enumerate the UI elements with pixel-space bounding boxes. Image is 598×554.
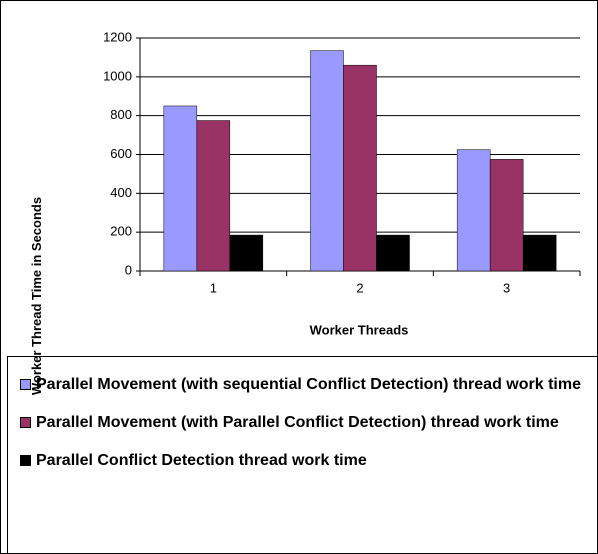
legend-item: Parallel Movement (with Parallel Conflic… [20, 411, 596, 435]
y-tick-label: 400 [110, 185, 132, 200]
bar [456, 149, 491, 272]
legend-label: Parallel Movement (with sequential Confl… [36, 376, 581, 393]
y-tick-label: 0 [125, 262, 132, 277]
y-tick-label: 1000 [103, 68, 132, 83]
legend-swatch [20, 455, 31, 466]
bar [522, 234, 557, 272]
y-tick-label: 800 [110, 107, 132, 122]
legend-label: Parallel Conflict Detection thread work … [36, 452, 367, 469]
legend: Parallel Movement (with sequential Confl… [7, 356, 597, 553]
x-tick-label: 3 [503, 280, 510, 295]
bar [196, 120, 231, 272]
y-tick-label: 600 [110, 146, 132, 161]
legend-swatch [20, 417, 31, 428]
bar [489, 159, 524, 272]
bar [343, 64, 377, 272]
x-axis-label: Worker Threads [310, 322, 409, 337]
x-tick-label: 1 [210, 280, 217, 295]
legend-item: Parallel Movement (with sequential Confl… [20, 373, 596, 397]
bar [163, 105, 198, 272]
y-tick-label: 1200 [103, 29, 132, 44]
legend-label: Parallel Movement (with Parallel Conflic… [36, 414, 559, 431]
bar [229, 234, 264, 272]
x-tick-label: 2 [356, 280, 363, 295]
bar [310, 50, 344, 272]
bar [376, 234, 410, 272]
y-tick-label: 200 [110, 224, 132, 239]
legend-swatch [20, 379, 31, 390]
legend-item: Parallel Conflict Detection thread work … [20, 449, 596, 473]
